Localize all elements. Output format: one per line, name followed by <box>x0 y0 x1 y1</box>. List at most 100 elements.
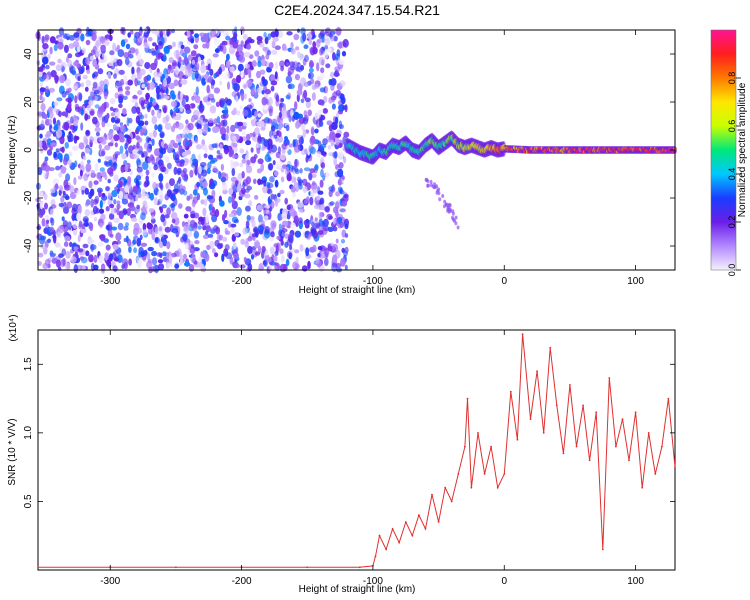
noise-cell <box>275 123 279 130</box>
noise-cell <box>140 242 148 247</box>
noise-cell <box>173 142 179 149</box>
noise-cell <box>238 55 246 63</box>
noise-cell <box>263 209 270 216</box>
noise-cell <box>59 74 66 84</box>
noise-cell <box>185 140 190 146</box>
noise-cell <box>239 105 243 110</box>
noise-cell <box>103 83 108 93</box>
noise-cell <box>328 124 333 132</box>
noise-cell <box>243 122 248 127</box>
noise-cell <box>202 181 208 188</box>
noise-cell <box>74 95 78 104</box>
noise-cell <box>162 78 167 87</box>
noise-cell <box>173 106 179 112</box>
snr-point <box>444 486 447 489</box>
noise-cell <box>340 238 346 244</box>
noise-cell <box>161 154 167 161</box>
noise-cell <box>46 149 53 156</box>
noise-cell <box>163 32 167 37</box>
noise-cell <box>40 235 45 241</box>
noise-cell <box>304 97 311 103</box>
noise-cell <box>174 188 181 193</box>
noise-cell <box>111 190 118 198</box>
noise-cell <box>274 61 279 70</box>
noise-cell <box>163 55 167 61</box>
noise-cell <box>259 69 266 75</box>
snr-point <box>608 377 611 379</box>
noise-cell <box>192 200 197 205</box>
noise-cell <box>219 144 223 151</box>
noise-cell <box>72 203 78 212</box>
noise-cell <box>339 80 346 87</box>
noise-cell <box>276 160 283 169</box>
noise-cell <box>310 127 315 136</box>
snr-series-line <box>38 334 676 568</box>
noise-cell <box>319 179 324 188</box>
tail-cell <box>451 217 455 222</box>
noise-cell <box>276 235 281 240</box>
noise-cell <box>89 55 95 61</box>
x-tick-label: -300 <box>100 276 120 287</box>
noise-cell <box>44 258 51 266</box>
noise-cell <box>56 97 63 102</box>
noise-cell <box>83 135 88 144</box>
noise-cell <box>157 263 165 271</box>
noise-cell <box>202 249 206 257</box>
noise-cell <box>190 38 195 44</box>
noise-cell <box>99 167 105 173</box>
noise-cell <box>43 246 48 255</box>
noise-cell <box>325 63 331 69</box>
noise-cell <box>156 71 163 78</box>
noise-cell <box>93 217 98 222</box>
noise-cell <box>267 33 272 40</box>
noise-cell <box>112 161 118 170</box>
noise-cell <box>159 181 163 190</box>
noise-cell <box>271 222 277 230</box>
noise-cell <box>74 250 78 260</box>
noise-cell <box>58 172 63 178</box>
noise-cell <box>93 136 99 144</box>
noise-cell <box>98 58 106 64</box>
noise-cell <box>315 257 320 265</box>
noise-cell <box>81 47 86 54</box>
snr-point <box>411 534 414 537</box>
noise-cell <box>174 157 180 164</box>
noise-cell <box>139 114 145 120</box>
tail-cell <box>435 190 439 195</box>
noise-cell <box>157 259 164 264</box>
noise-cell <box>243 93 247 100</box>
tail-cell <box>451 209 455 214</box>
noise-cell <box>80 65 85 74</box>
noise-cell <box>201 77 207 86</box>
snr-point <box>621 418 624 420</box>
noise-cell <box>64 235 71 242</box>
noise-cell <box>194 95 201 104</box>
noise-cell <box>306 196 310 203</box>
noise-cell <box>124 164 129 173</box>
noise-cell <box>94 127 101 133</box>
noise-cell <box>114 126 120 131</box>
noise-cell <box>67 221 72 231</box>
noise-cell <box>99 36 106 44</box>
noise-cell <box>191 162 196 168</box>
noise-cell <box>246 43 252 50</box>
noise-cell <box>235 95 239 103</box>
noise-cell <box>98 208 105 214</box>
noise-cell <box>123 74 128 84</box>
noise-cell <box>170 193 176 202</box>
noise-cell <box>61 146 65 153</box>
noise-cell <box>147 252 151 261</box>
noise-cell <box>317 253 321 258</box>
snr-point <box>555 404 558 407</box>
noise-cell <box>344 233 349 238</box>
noise-cell <box>133 222 140 232</box>
noise-cell <box>103 91 108 100</box>
noise-cell <box>324 38 331 46</box>
noise-cell <box>311 92 316 101</box>
snr-point <box>378 534 381 537</box>
noise-cell <box>343 131 350 138</box>
noise-cell <box>336 49 341 57</box>
noise-cell <box>185 242 189 250</box>
noise-cell <box>57 41 64 50</box>
noise-cell <box>78 220 83 228</box>
